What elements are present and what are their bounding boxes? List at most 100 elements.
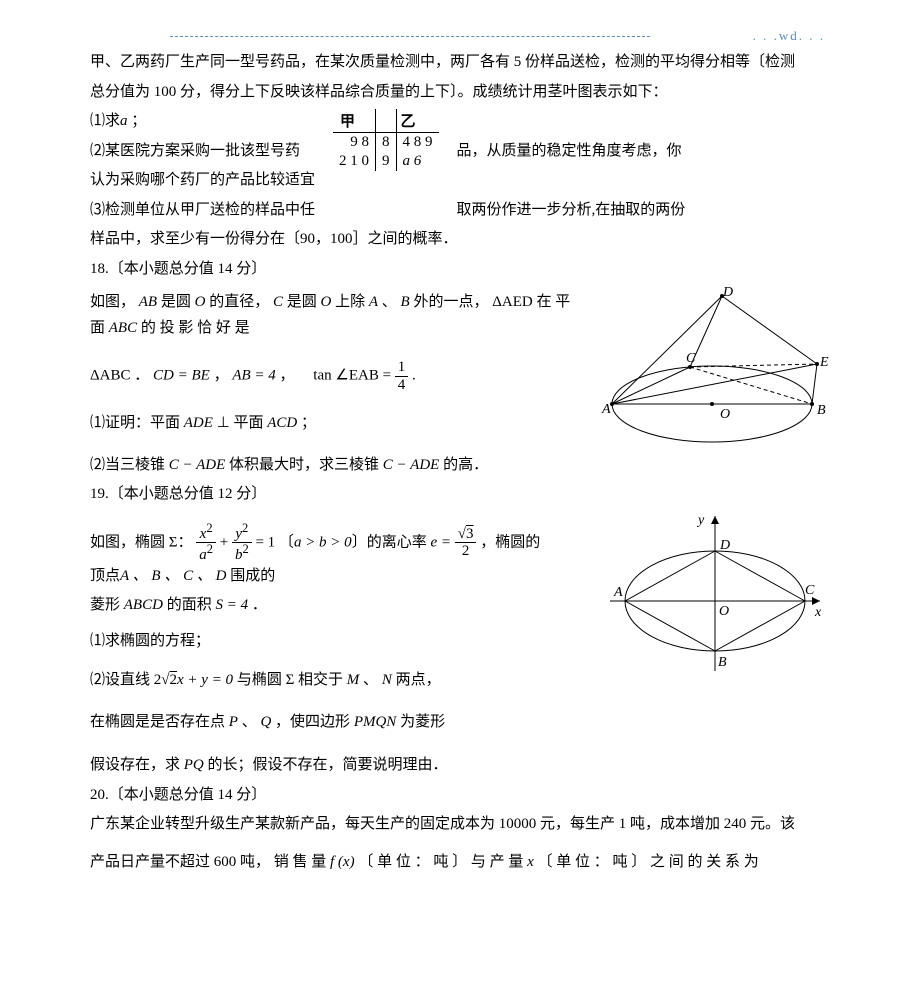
p19-q3g: 为菱形 [396,714,445,730]
svg-text:y: y [696,513,705,528]
sl-r1-l: 2 1 0 [333,152,376,171]
p18-m1a: ΔABC [90,367,131,383]
p19-q4b: PQ [184,757,204,773]
p19-diagram: A C D B O x y [600,506,830,681]
p19-q2f: N [382,672,392,688]
p19-trD: 、 D [193,568,226,584]
p18-q2d: C − ADE [383,457,440,473]
p20-t2: 产品日产量不超过 600 吨， 销 售 量 f (x) 〔 单 位 ： 吨 〕 … [90,850,830,876]
p18-t1b: AB [139,294,157,310]
p20-t2a: 产品日产量不超过 600 吨， 销 售 量 [90,854,330,870]
p18-tanl: tan ∠EAB = [313,367,394,383]
p18-diagram: A B C D E O [595,286,830,456]
svg-text:B: B [718,655,727,670]
p19-rd: S = 4 [215,597,248,613]
p18-m1f: ， [276,367,295,383]
p18-t1: 如图， [90,294,135,310]
p18-q2: ⑵当三棱锥 C − ADE 体积最大时，求三棱锥 C − ADE 的高． [90,453,830,479]
p19-q3b: P [229,714,238,730]
p19-ep: 〔 [279,534,294,550]
p19-plus: + [220,534,232,550]
p19-ep2: 〕的离心率 [352,534,431,550]
p17-sp2 [457,168,831,194]
p19-q3e: ，使四边形 [271,714,354,730]
p19-q2bs: 2 [170,672,178,688]
p17-q1-post: ； [128,113,147,129]
svg-text:O: O [719,604,729,619]
sl-r0-r: 4 8 9 [396,133,439,153]
lbl-A: A [601,402,611,417]
sl-right-label: 乙 [396,109,439,133]
p19-q2a: ⑵设直线 [90,672,154,688]
p19-tre: 围成的 [226,568,275,584]
p18-dot: . [408,367,416,383]
p17-q1: ⑴求a ； [90,109,325,135]
p18-t1d: O [195,294,206,310]
p19-q3c: 、 [238,714,261,730]
p19-q2g: 两点， [392,672,441,688]
p19-q2e: 、 [359,672,382,688]
header-dashed-line [170,36,650,37]
p18-q2c: 体积最大时，求三棱锥 [225,457,383,473]
p19-ee: e = [430,534,454,550]
lbl-C: C [686,351,696,366]
p19-cond: a > b > 0 [294,534,352,550]
p19-q2c: 与椭圆 Σ 相交于 [233,672,347,688]
p18-m1e: AB = 4 [232,367,275,383]
p19-q4: 假设存在，求 PQ 的长；假设不存在，简要说明理由． [90,753,830,779]
svg-text:C: C [805,583,815,598]
p19-q3: 在椭圆是是否存在点 P 、 Q ，使四边形 PMQN 为菱形 [90,710,830,736]
sl-r1-r-txt: a 6 [403,153,422,169]
p17-q2lb: 认为采购哪个药厂的产品比较适宜 [90,168,325,194]
p20-t2c: 〔 单 位 ： 吨 〕 与 产 量 [355,854,528,870]
p20-title: 20.〔本小题总分值 14 分〕 [90,783,830,809]
p19-trA: A [120,568,129,584]
p19-eend: ，椭圆的 [480,534,540,550]
lbl-O: O [720,407,730,422]
p18-m1b: ． [131,367,150,383]
p18-q2e: 的高． [439,457,488,473]
p18-t1c: 是圆 [161,294,195,310]
p18-tann: 1 [395,359,409,377]
p18-q1e: ； [297,415,316,431]
p17-sp1 [457,109,831,135]
p18-q1b: ADE [184,415,213,431]
p18-q1a: ⑴证明：平面 [90,415,184,431]
p19-q3f: PMQN [354,714,397,730]
p18-q1d: ACD [267,415,297,431]
p17-q2la: ⑵某医院方案采购一批该型号药 [90,139,325,165]
p18-q2a: ⑵当三棱锥 [90,457,169,473]
p17-intro2: 总分值为 100 分，得分上下反映该样品综合质量的上下〕。成绩统计用茎叶图表示如… [90,80,830,106]
p17-q2ra: 品，从质量的稳定性角度考虑，你 [457,139,831,165]
p19-t1: 如图，椭圆 Σ： [90,534,192,550]
svg-text:A: A [613,585,623,600]
p19-ed1: a [199,547,207,563]
p19-q3d: Q [260,714,271,730]
p18-title: 18.〔本小题总分值 14 分〕 [90,257,830,283]
p18-m1d: ， [210,367,229,383]
p17-q3l: ⑶检测单位从甲厂送检的样品中任 [90,198,325,224]
p19-ra: 菱形 [90,597,124,613]
p18-t1f: C [273,294,283,310]
svg-text:x: x [814,605,822,620]
p17-q1-var: a [120,113,128,129]
p17-intro1: 甲、乙两药厂生产同一型号药品，在某次质量检测中，两厂各有 5 份样品送检，检测的… [90,50,830,76]
p18-tand: 4 [395,377,409,394]
lbl-B: B [817,403,826,418]
p20-t2b: f (x) [330,854,355,870]
p19-esq: 3 [466,526,474,542]
p19-rb: ABCD [124,597,163,613]
p19-title: 19.〔本小题总分值 12 分〕 [90,482,830,508]
p18-t1j: A [369,294,378,310]
p18-t1k: 、 [382,294,397,310]
p19-q4c: 的长；假设不存在，简要说明理由． [204,757,448,773]
lbl-E: E [819,355,829,370]
p19-q2d: M [347,672,360,688]
p20-t2d: x [527,854,534,870]
lbl-D: D [722,286,733,300]
p18-t1p: ABC [109,320,137,336]
p20-t1: 广东某企业转型升级生产某款新产品，每天生产的固定成本为 10000 元，每生产 … [90,812,830,838]
p18-t1i: 上除 [335,294,369,310]
p18-q2b: C − ADE [169,457,226,473]
header-wd: . . .wd. . . [753,28,825,44]
